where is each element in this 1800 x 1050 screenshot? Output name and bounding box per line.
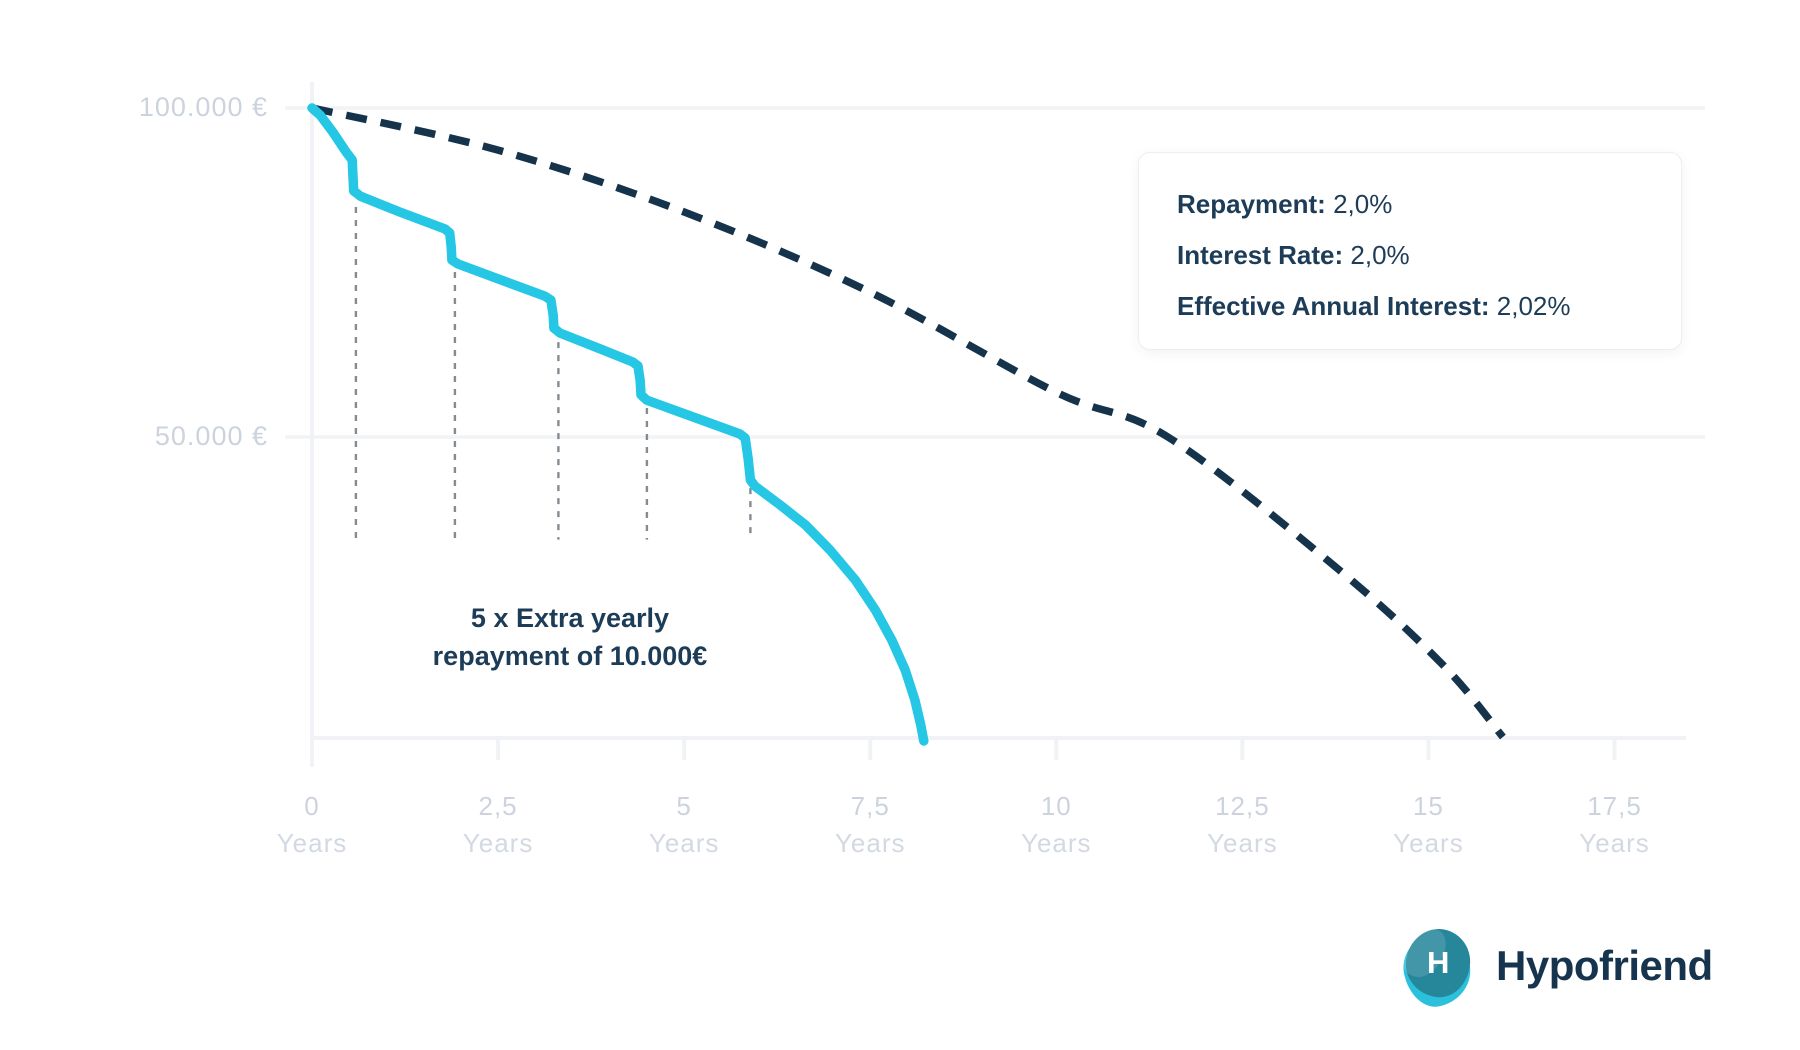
- x-tick-unit: Years: [462, 828, 534, 858]
- x-tick-unit: Years: [276, 828, 348, 858]
- x-tick-10: 10 Years: [996, 788, 1116, 862]
- x-tick-17-5: 17,5 Years: [1555, 788, 1675, 862]
- logo-monogram: H: [1426, 944, 1450, 980]
- x-tick-value: 5: [676, 791, 692, 821]
- annotation-line-2: repayment of 10.000€: [432, 641, 708, 671]
- interest-rate-row: Interest Rate: 2,0%: [1177, 230, 1681, 281]
- x-tick-value: 17,5: [1587, 791, 1642, 821]
- x-tick-5: 5 Years: [624, 788, 744, 862]
- annotation-line-1: 5 x Extra yearly: [470, 603, 670, 633]
- x-tick-unit: Years: [1021, 828, 1092, 858]
- y-axis-label-50000: 50.000 €: [154, 421, 268, 451]
- loan-info-card: Repayment: 2,0% Interest Rate: 2,0% Effe…: [1138, 152, 1682, 350]
- x-tick-unit: Years: [1579, 828, 1650, 858]
- logo-wordmark: Hypofriend: [1496, 942, 1713, 989]
- x-tick-2-5: 2,5 Years: [438, 788, 558, 862]
- y-axis-label-100000: 100.000 €: [138, 92, 268, 122]
- x-tick-unit: Years: [1393, 828, 1464, 858]
- extra-payment-markers: [354, 207, 752, 540]
- effective-interest-label: Effective Annual Interest:: [1177, 291, 1490, 321]
- hypofriend-logo: H Hypofriend: [1397, 922, 1728, 1017]
- x-tick-15: 15 Years: [1368, 788, 1488, 862]
- x-tick-unit: Years: [648, 828, 720, 858]
- effective-interest-value: 2,02%: [1496, 291, 1571, 321]
- x-tick-unit: Years: [834, 828, 906, 858]
- repayment-value: 2,0%: [1333, 189, 1393, 219]
- interest-rate-value: 2,0%: [1350, 240, 1410, 270]
- extra-repayment-annotation: 5 x Extra yearly repayment of 10.000€: [340, 599, 800, 675]
- x-tick-value: 12,5: [1215, 791, 1270, 821]
- x-tick-unit: Years: [1207, 828, 1278, 858]
- interest-rate-label: Interest Rate:: [1177, 240, 1344, 270]
- x-tick-value: 15: [1412, 791, 1444, 821]
- effective-interest-row: Effective Annual Interest: 2,02%: [1177, 281, 1681, 332]
- x-tick-value: 10: [1040, 791, 1072, 821]
- repayment-label: Repayment:: [1177, 189, 1326, 219]
- x-tick-12-5: 12,5 Years: [1182, 788, 1302, 862]
- repayment-row: Repayment: 2,0%: [1177, 179, 1681, 230]
- x-tick-value: 2,5: [478, 791, 518, 821]
- standard-repayment-curve: [311, 104, 1506, 740]
- x-tick-value: 0: [304, 791, 320, 821]
- x-tick-7-5: 7,5 Years: [810, 788, 930, 862]
- x-tick-value: 7,5: [850, 791, 890, 821]
- x-axis-ticks: [496, 738, 1617, 760]
- extra-repayment-curve: [307, 103, 929, 746]
- x-tick-0: 0 Years: [252, 788, 372, 862]
